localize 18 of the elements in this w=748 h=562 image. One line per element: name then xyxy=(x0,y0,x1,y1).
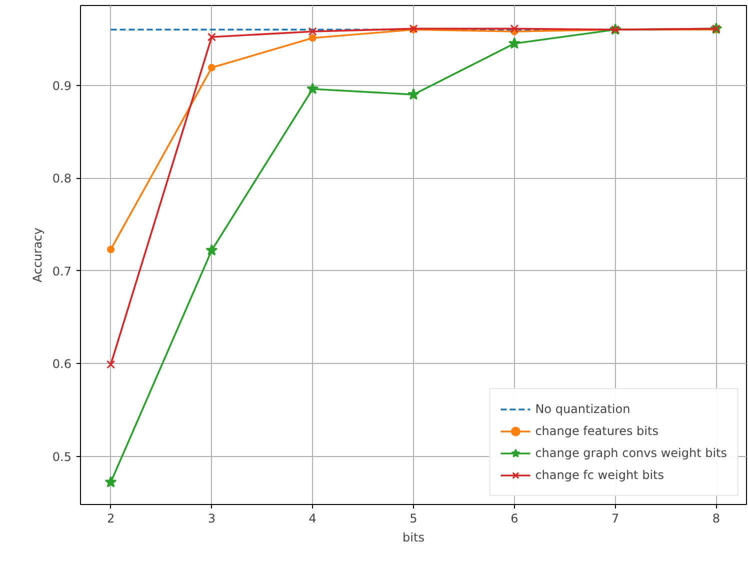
x-tick-label: 2 xyxy=(106,512,115,526)
y-tick-label: 0.8 xyxy=(52,172,72,186)
x-tick-label: 8 xyxy=(712,512,720,526)
legend-label: No quantization xyxy=(535,402,630,416)
x-tick-label: 5 xyxy=(410,512,418,526)
x-tick-label: 3 xyxy=(208,512,216,526)
y-tick-label: 0.9 xyxy=(52,78,72,93)
x-tick-label: 4 xyxy=(308,512,316,526)
x-tick-label: 7 xyxy=(612,512,620,526)
legend-label: change fc weight bits xyxy=(535,468,664,482)
x-axis-title: bits xyxy=(402,530,424,544)
y-axis-title: Accuracy xyxy=(30,228,44,282)
y-tick-label: 0.7 xyxy=(52,264,72,278)
x-tick-label: 6 xyxy=(510,512,518,526)
y-tick-label: 0.6 xyxy=(52,357,72,372)
legend-label: change features bits xyxy=(535,424,658,438)
legend-label: change graph convs weight bits xyxy=(535,446,727,460)
y-tick-label: 0.5 xyxy=(52,450,72,464)
